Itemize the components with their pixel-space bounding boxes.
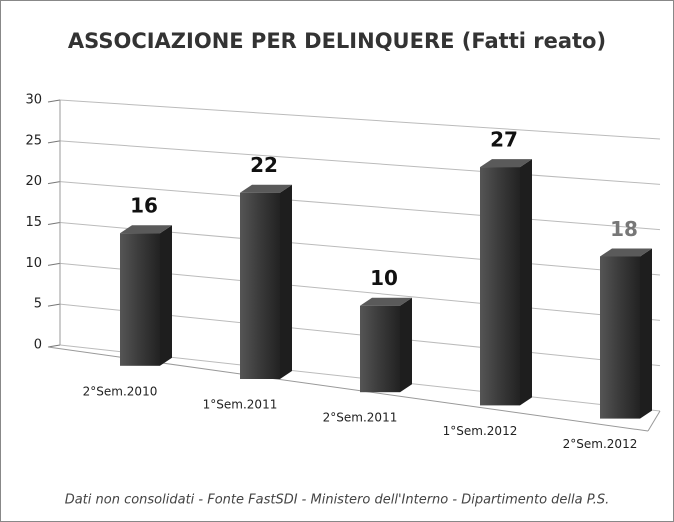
bar-top — [120, 225, 172, 234]
bar — [600, 256, 640, 419]
value-label: 18 — [610, 217, 638, 241]
grid-line — [59, 99, 661, 140]
y-tick-label: 5 — [34, 297, 42, 312]
tick-mark — [47, 262, 61, 266]
value-label: 10 — [370, 266, 398, 290]
bar-side — [520, 159, 532, 406]
y-tick-label: 15 — [25, 215, 42, 230]
tick-mark — [47, 140, 61, 144]
x-tick-label: 2°Sem.2011 — [323, 411, 398, 425]
value-label: 16 — [130, 194, 158, 218]
tick-mark — [47, 303, 61, 307]
grid-line — [59, 181, 661, 231]
bar — [360, 305, 400, 393]
tick-mark — [47, 344, 61, 348]
bar-side — [280, 184, 292, 379]
x-tick-label: 2°Sem.2010 — [83, 384, 158, 398]
tick-mark — [47, 181, 61, 185]
bar-side — [640, 248, 652, 419]
x-tick-label: 2°Sem.2012 — [563, 437, 638, 451]
floor-right — [647, 410, 661, 432]
bar — [240, 192, 280, 379]
bar-side — [400, 297, 412, 393]
footnote: Dati non consolidati - Fonte FastSDI - M… — [65, 493, 610, 508]
x-tick-label: 1°Sem.2012 — [443, 424, 518, 438]
bar-top — [360, 297, 412, 306]
x-tick-label: 1°Sem.2011 — [203, 398, 278, 412]
grid-line — [59, 140, 661, 185]
chart-title: ASSOCIAZIONE PER DELINQUERE (Fatti reato… — [68, 29, 606, 53]
bar — [120, 233, 160, 366]
y-tick-label: 20 — [25, 174, 42, 189]
value-label: 27 — [490, 128, 518, 152]
bar-top — [240, 184, 292, 193]
bar-top — [600, 248, 652, 257]
y-tick-label: 10 — [25, 256, 42, 271]
tick-mark — [47, 99, 61, 103]
value-label: 22 — [250, 153, 278, 177]
y-tick-label: 30 — [25, 93, 42, 108]
bar-top — [480, 159, 532, 168]
bar-side — [160, 225, 172, 366]
y-tick-label: 25 — [25, 133, 42, 148]
tick-mark — [47, 222, 61, 225]
y-tick-label: 0 — [34, 338, 42, 353]
bar — [480, 167, 520, 406]
